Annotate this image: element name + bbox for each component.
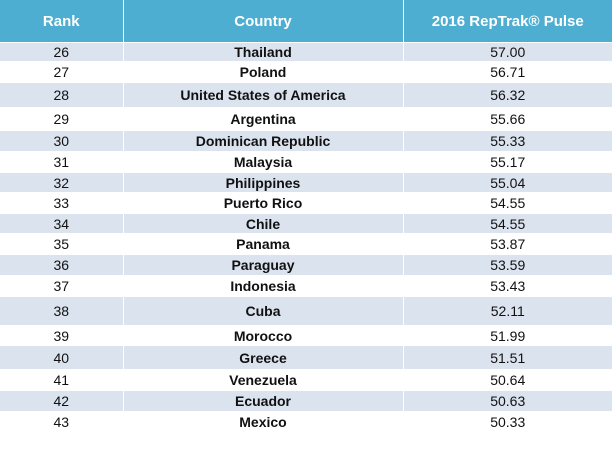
table-header: Rank Country 2016 RepTrak® Pulse (0, 0, 612, 43)
rank-cell: 43 (0, 411, 124, 433)
rank-cell: 34 (0, 213, 124, 234)
rank-cell: 30 (0, 130, 124, 152)
score-cell: 53.87 (403, 233, 612, 255)
rank-cell: 36 (0, 254, 124, 276)
rank-cell: 27 (0, 61, 124, 83)
table-row: 27 Poland 56.71 (0, 61, 612, 83)
rank-cell: 37 (0, 275, 124, 297)
score-cell: 56.71 (403, 61, 612, 83)
score-cell: 51.51 (403, 345, 612, 370)
table-row: 35 Panama 53.87 (0, 233, 612, 255)
table-row: 29 Argentina 55.66 (0, 107, 612, 131)
table-row: 30 Dominican Republic 55.33 (0, 130, 612, 152)
score-cell: 54.55 (403, 192, 612, 214)
table-row: 26 Thailand 57.00 (0, 42, 612, 62)
score-cell: 55.33 (403, 130, 612, 152)
country-cell: Mexico (123, 411, 404, 433)
country-cell: Malaysia (123, 151, 404, 173)
table-row: 40 Greece 51.51 (0, 345, 612, 370)
country-cell: United States of America (123, 82, 404, 108)
table-row: 43 Mexico 50.33 (0, 411, 612, 433)
table-row: 36 Paraguay 53.59 (0, 254, 612, 276)
rank-cell: 41 (0, 369, 124, 391)
table-row: 28 United States of America 56.32 (0, 82, 612, 108)
country-cell: Poland (123, 61, 404, 83)
score-cell: 50.63 (403, 390, 612, 412)
score-cell: 55.04 (403, 172, 612, 193)
table-row: 42 Ecuador 50.63 (0, 390, 612, 412)
rank-cell: 31 (0, 151, 124, 173)
ranking-table: Rank Country 2016 RepTrak® Pulse 26 Thail… (0, 0, 612, 433)
table-row: 34 Chile 54.55 (0, 213, 612, 234)
score-cell: 52.11 (403, 296, 612, 326)
table-row: 32 Philippines 55.04 (0, 172, 612, 193)
table-row: 33 Puerto Rico 54.55 (0, 192, 612, 214)
score-cell: 55.17 (403, 151, 612, 173)
rank-cell: 39 (0, 325, 124, 346)
country-cell: Ecuador (123, 390, 404, 412)
country-cell: Greece (123, 345, 404, 370)
country-cell: Cuba (123, 296, 404, 326)
table-row: 37 Indonesia 53.43 (0, 275, 612, 297)
score-cell: 55.66 (403, 107, 612, 131)
country-cell: Indonesia (123, 275, 404, 297)
rank-cell: 33 (0, 192, 124, 214)
score-cell: 53.43 (403, 275, 612, 297)
header-score: 2016 RepTrak® Pulse (403, 0, 612, 43)
score-cell: 54.55 (403, 213, 612, 234)
table-row: 41 Venezuela 50.64 (0, 369, 612, 391)
country-cell: Morocco (123, 325, 404, 346)
header-country: Country (123, 0, 404, 43)
country-cell: Chile (123, 213, 404, 234)
score-cell: 51.99 (403, 325, 612, 346)
header-row: Rank Country 2016 RepTrak® Pulse (0, 0, 612, 43)
country-cell: Dominican Republic (123, 130, 404, 152)
country-cell: Argentina (123, 107, 404, 131)
rank-cell: 42 (0, 390, 124, 412)
country-cell: Thailand (123, 42, 404, 62)
country-cell: Philippines (123, 172, 404, 193)
header-rank: Rank (0, 0, 124, 43)
score-cell: 56.32 (403, 82, 612, 108)
country-cell: Puerto Rico (123, 192, 404, 214)
table-row: 31 Malaysia 55.17 (0, 151, 612, 173)
rank-cell: 29 (0, 107, 124, 131)
rank-cell: 38 (0, 296, 124, 326)
country-cell: Panama (123, 233, 404, 255)
rank-cell: 35 (0, 233, 124, 255)
rank-cell: 40 (0, 345, 124, 370)
table-row: 38 Cuba 52.11 (0, 296, 612, 326)
score-cell: 57.00 (403, 42, 612, 62)
rank-cell: 32 (0, 172, 124, 193)
country-cell: Venezuela (123, 369, 404, 391)
score-cell: 50.33 (403, 411, 612, 433)
rank-cell: 28 (0, 82, 124, 108)
rank-cell: 26 (0, 42, 124, 62)
table-row: 39 Morocco 51.99 (0, 325, 612, 346)
score-cell: 53.59 (403, 254, 612, 276)
country-cell: Paraguay (123, 254, 404, 276)
score-cell: 50.64 (403, 369, 612, 391)
table-body: 26 Thailand 57.00 27 Poland 56.71 28 United Sta… (0, 42, 612, 433)
